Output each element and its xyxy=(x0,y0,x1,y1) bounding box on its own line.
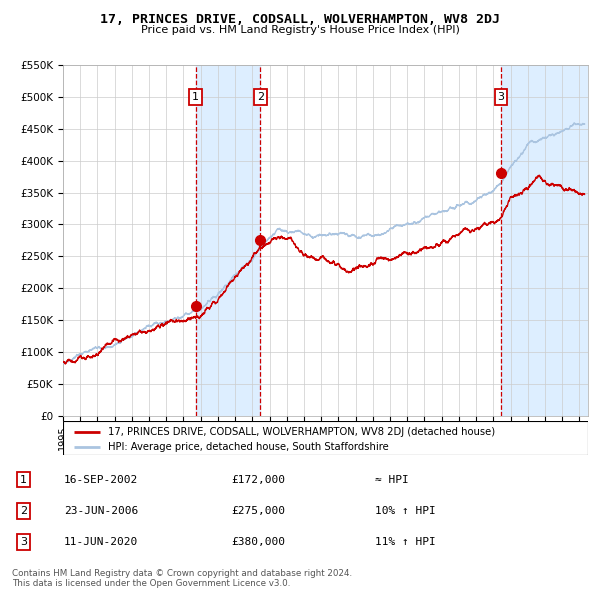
Text: 3: 3 xyxy=(497,92,505,102)
Text: ≈ HPI: ≈ HPI xyxy=(375,475,409,484)
Bar xyxy=(571,65,588,416)
Bar xyxy=(196,65,260,416)
Text: Contains HM Land Registry data © Crown copyright and database right 2024.
This d: Contains HM Land Registry data © Crown c… xyxy=(12,569,352,588)
Text: 17, PRINCES DRIVE, CODSALL, WOLVERHAMPTON, WV8 2DJ: 17, PRINCES DRIVE, CODSALL, WOLVERHAMPTO… xyxy=(100,13,500,26)
Text: 16-SEP-2002: 16-SEP-2002 xyxy=(64,475,138,484)
Text: 3: 3 xyxy=(20,537,27,547)
Text: £380,000: £380,000 xyxy=(231,537,285,547)
Text: 1: 1 xyxy=(20,475,27,484)
Text: HPI: Average price, detached house, South Staffordshire: HPI: Average price, detached house, Sout… xyxy=(107,442,388,452)
Text: £172,000: £172,000 xyxy=(231,475,285,484)
Text: £275,000: £275,000 xyxy=(231,506,285,516)
Text: 1: 1 xyxy=(192,92,199,102)
Text: 2: 2 xyxy=(257,92,264,102)
Bar xyxy=(501,65,571,416)
Text: 17, PRINCES DRIVE, CODSALL, WOLVERHAMPTON, WV8 2DJ (detached house): 17, PRINCES DRIVE, CODSALL, WOLVERHAMPTO… xyxy=(107,427,495,437)
Text: 23-JUN-2006: 23-JUN-2006 xyxy=(64,506,138,516)
Text: Price paid vs. HM Land Registry's House Price Index (HPI): Price paid vs. HM Land Registry's House … xyxy=(140,25,460,35)
Text: 11% ↑ HPI: 11% ↑ HPI xyxy=(375,537,436,547)
Text: 10% ↑ HPI: 10% ↑ HPI xyxy=(375,506,436,516)
Text: 11-JUN-2020: 11-JUN-2020 xyxy=(64,537,138,547)
Text: 2: 2 xyxy=(20,506,27,516)
